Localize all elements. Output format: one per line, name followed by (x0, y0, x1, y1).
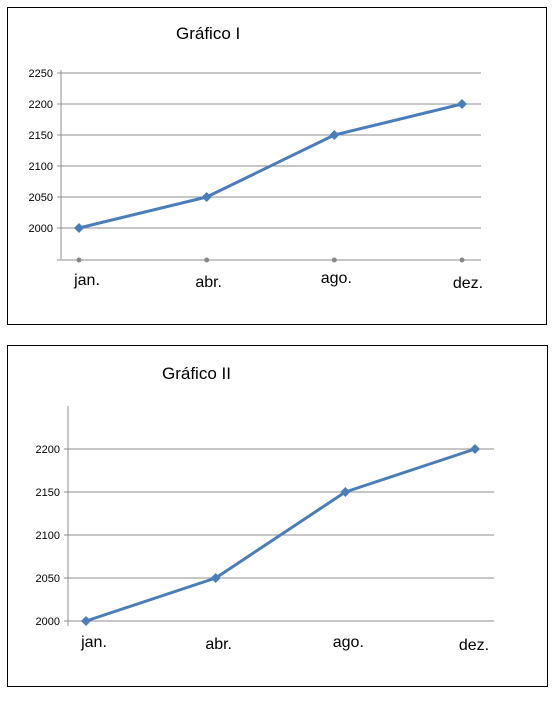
y-tick-label: 2150 (36, 487, 60, 499)
data-point (210, 573, 221, 583)
y-tick-label: 2100 (36, 530, 60, 542)
line-chart-1: 2000 2050 2100 2150 2200 2250 jan. abr. ago. dez. (29, 68, 484, 292)
series-line (85, 447, 476, 623)
x-tick-mark (331, 257, 337, 263)
y-tick-label: 2050 (29, 192, 53, 204)
x-tick-mark (459, 257, 465, 263)
x-tick-label: ago. (333, 634, 364, 651)
x-tick-label: dez. (459, 637, 489, 654)
data-point (201, 192, 212, 202)
x-tick-mark (76, 257, 82, 263)
y-tick-label: 2000 (36, 616, 60, 628)
y-tick-label: 2200 (29, 99, 53, 111)
data-point (340, 487, 351, 497)
x-tick-label: abr. (205, 636, 232, 653)
x-tick-label: jan. (80, 634, 107, 651)
data-point (470, 444, 480, 454)
line-chart-2: 2000 2050 2100 2150 2200 jan. abr. ago. dez. (36, 406, 494, 654)
data-point (457, 99, 467, 109)
y-tick-label: 2000 (29, 223, 53, 235)
x-tick-mark (204, 257, 210, 263)
x-tick-label: dez. (453, 275, 483, 292)
chart-title: Gráfico II (162, 364, 231, 383)
data-point (74, 223, 84, 233)
data-point (81, 616, 91, 626)
x-tick-label: abr. (195, 274, 222, 291)
y-tick-label: 2050 (36, 573, 60, 585)
chart-panel-2: Gráfico II 2000 2050 2100 2150 2200 jan. abr. a… (7, 345, 548, 687)
x-tick-label: jan. (73, 272, 100, 289)
y-tick-label: 2200 (36, 444, 60, 456)
x-tick-label: ago. (321, 270, 352, 287)
y-tick-label: 2250 (29, 68, 53, 80)
y-tick-label: 2150 (29, 130, 53, 142)
series-line (78, 102, 463, 230)
data-point (329, 130, 340, 140)
chart-title: Gráfico I (176, 24, 241, 43)
chart-panel-1: Gráfico I 2000 2050 2100 2150 2200 2250 jan. ab… (7, 7, 547, 325)
y-tick-label: 2100 (29, 161, 53, 173)
